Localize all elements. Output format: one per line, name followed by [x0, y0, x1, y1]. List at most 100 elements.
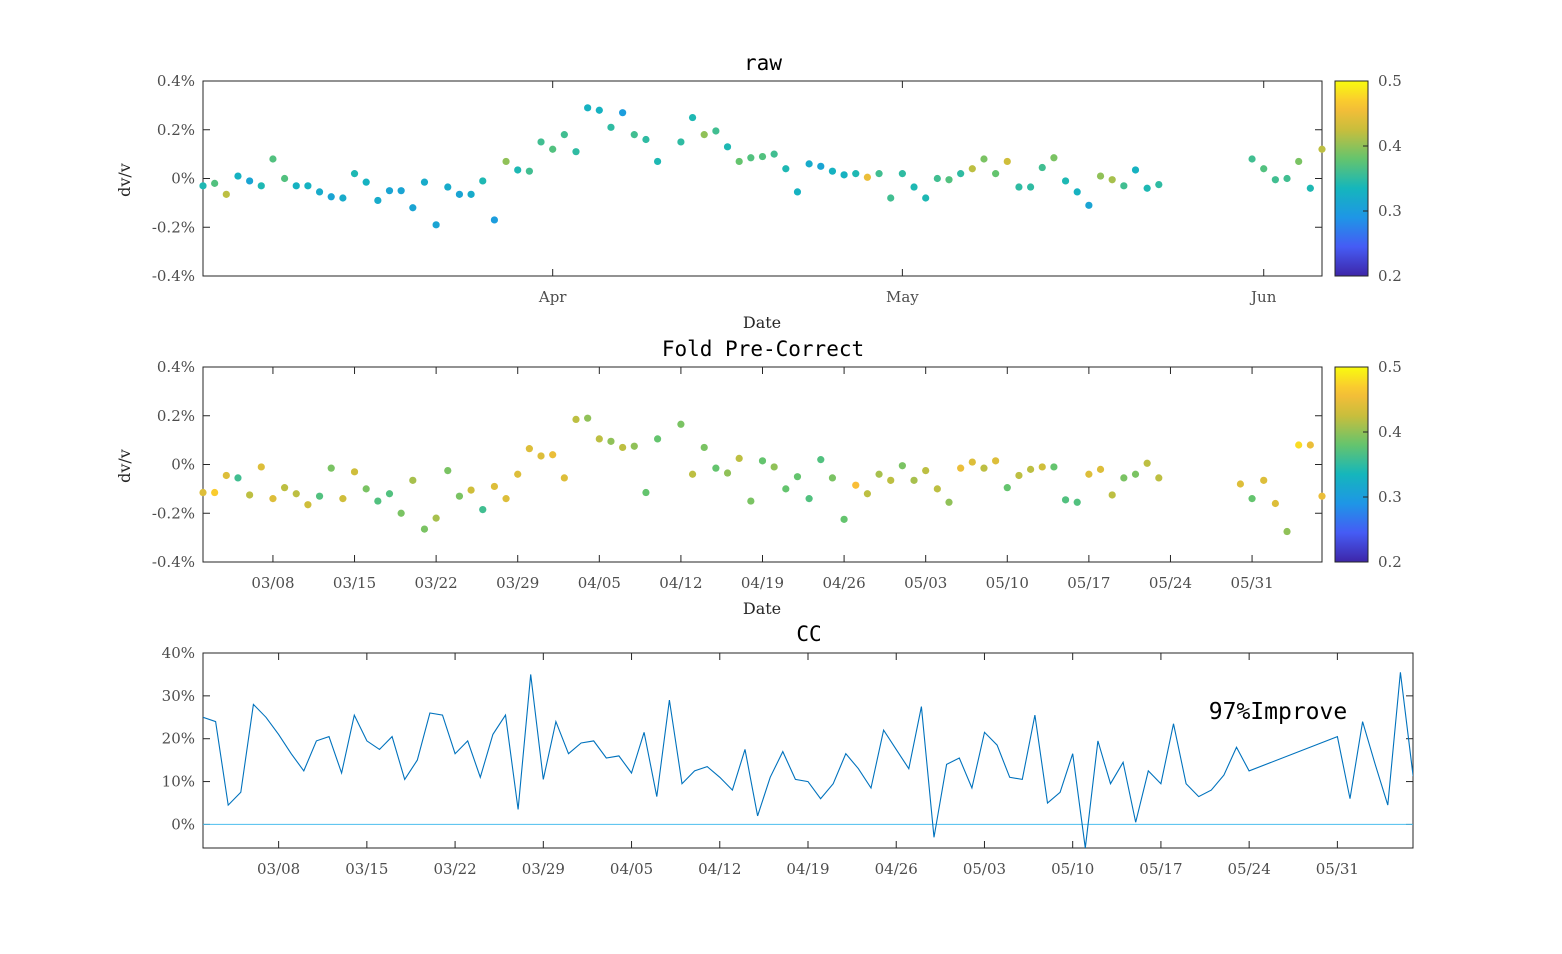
data-point: [1026, 465, 1035, 473]
data-point: [409, 476, 417, 484]
x-tick-label: May: [886, 288, 919, 306]
x-tick-label: 05/03: [904, 574, 947, 592]
data-point: [898, 170, 906, 178]
data-point: [630, 131, 638, 139]
x-tick-label: 05/10: [1051, 860, 1094, 878]
data-point: [304, 501, 312, 509]
y-tick-label: -0.2%: [152, 504, 195, 522]
data-point: [723, 143, 732, 151]
data-point: [350, 170, 359, 178]
data-point: [292, 182, 300, 190]
data-point: [793, 188, 802, 196]
x-tick-label: 05/17: [1067, 574, 1110, 592]
data-point: [887, 476, 895, 484]
x-tick-label: 05/31: [1230, 574, 1273, 592]
data-point: [817, 456, 825, 464]
data-point: [1073, 188, 1081, 196]
y-tick-label: 0%: [171, 170, 195, 188]
data-point: [560, 131, 568, 139]
data-point: [607, 437, 615, 445]
y-tick-label: 40%: [162, 644, 195, 662]
data-point: [945, 498, 953, 506]
x-tick-label: 03/29: [522, 860, 565, 878]
data-point: [467, 190, 475, 198]
data-point: [852, 170, 860, 178]
colorbar-frame: [1334, 366, 1369, 563]
y-tick-label: 0%: [171, 815, 195, 833]
data-point: [362, 485, 370, 493]
data-point: [455, 492, 464, 500]
data-point: [479, 505, 487, 514]
data-point: [1085, 201, 1093, 209]
x-tick-label: 05/03: [963, 860, 1006, 878]
data-point: [1306, 441, 1314, 449]
data-point: [1120, 182, 1128, 190]
chart-title-fold: Fold Pre-Correct: [662, 337, 864, 361]
data-point: [630, 442, 638, 450]
y-tick-label: -0.2%: [152, 218, 195, 236]
data-point: [980, 155, 988, 163]
data-point: [525, 445, 533, 453]
data-point: [1120, 474, 1128, 482]
data-point: [910, 476, 918, 484]
data-point: [782, 165, 790, 173]
data-point: [1155, 474, 1163, 482]
data-point: [828, 167, 837, 175]
x-tick-label: 04/05: [578, 574, 621, 592]
data-point: [1038, 163, 1046, 172]
data-point: [619, 443, 627, 452]
data-point: [1108, 491, 1116, 499]
data-point: [957, 170, 965, 178]
data-point: [549, 145, 557, 153]
data-point: [840, 515, 848, 523]
data-point: [863, 173, 872, 181]
y-tick-label: 0.4%: [157, 358, 195, 376]
x-tick-label: 03/08: [257, 860, 300, 878]
data-point: [257, 463, 265, 471]
data-point: [863, 490, 872, 498]
colorbar-tick-label: 0.2: [1378, 553, 1402, 571]
data-point: [1050, 463, 1058, 471]
data-point: [246, 177, 254, 185]
data-point: [770, 150, 778, 158]
data-point: [595, 106, 603, 114]
colorbar-tick-label: 0.2: [1378, 267, 1402, 285]
data-point: [315, 188, 324, 196]
data-point: [537, 138, 545, 146]
data-point: [1306, 184, 1314, 192]
data-point: [1248, 495, 1256, 503]
data-point: [735, 157, 743, 166]
data-point: [199, 182, 207, 190]
data-point: [327, 464, 335, 472]
data-point: [397, 187, 405, 195]
data-point: [234, 474, 242, 482]
data-point: [957, 464, 965, 472]
data-point: [1143, 184, 1151, 192]
data-point: [945, 176, 953, 184]
data-point: [723, 469, 732, 477]
data-point: [257, 182, 265, 190]
improve-annotation: 97%Improve: [1209, 699, 1347, 725]
data-point: [304, 182, 312, 190]
data-point: [1260, 165, 1268, 173]
data-point: [700, 443, 708, 452]
data-point: [490, 216, 499, 224]
x-tick-label: 03/22: [415, 574, 458, 592]
y-axis-label-fold: dv/v: [115, 449, 134, 483]
data-point: [747, 154, 755, 162]
x-tick-label: Apr: [538, 288, 567, 306]
data-point: [385, 187, 394, 195]
x-tick-label: 04/12: [698, 860, 741, 878]
data-point: [653, 157, 662, 166]
data-point: [280, 484, 289, 492]
data-point: [1318, 492, 1326, 500]
data-point: [1131, 470, 1140, 478]
data-point: [817, 162, 825, 170]
data-point: [269, 155, 277, 163]
data-point: [758, 457, 767, 465]
data-point: [1131, 166, 1140, 174]
data-point: [444, 183, 452, 191]
data-point: [222, 471, 230, 480]
data-point: [1295, 441, 1303, 449]
